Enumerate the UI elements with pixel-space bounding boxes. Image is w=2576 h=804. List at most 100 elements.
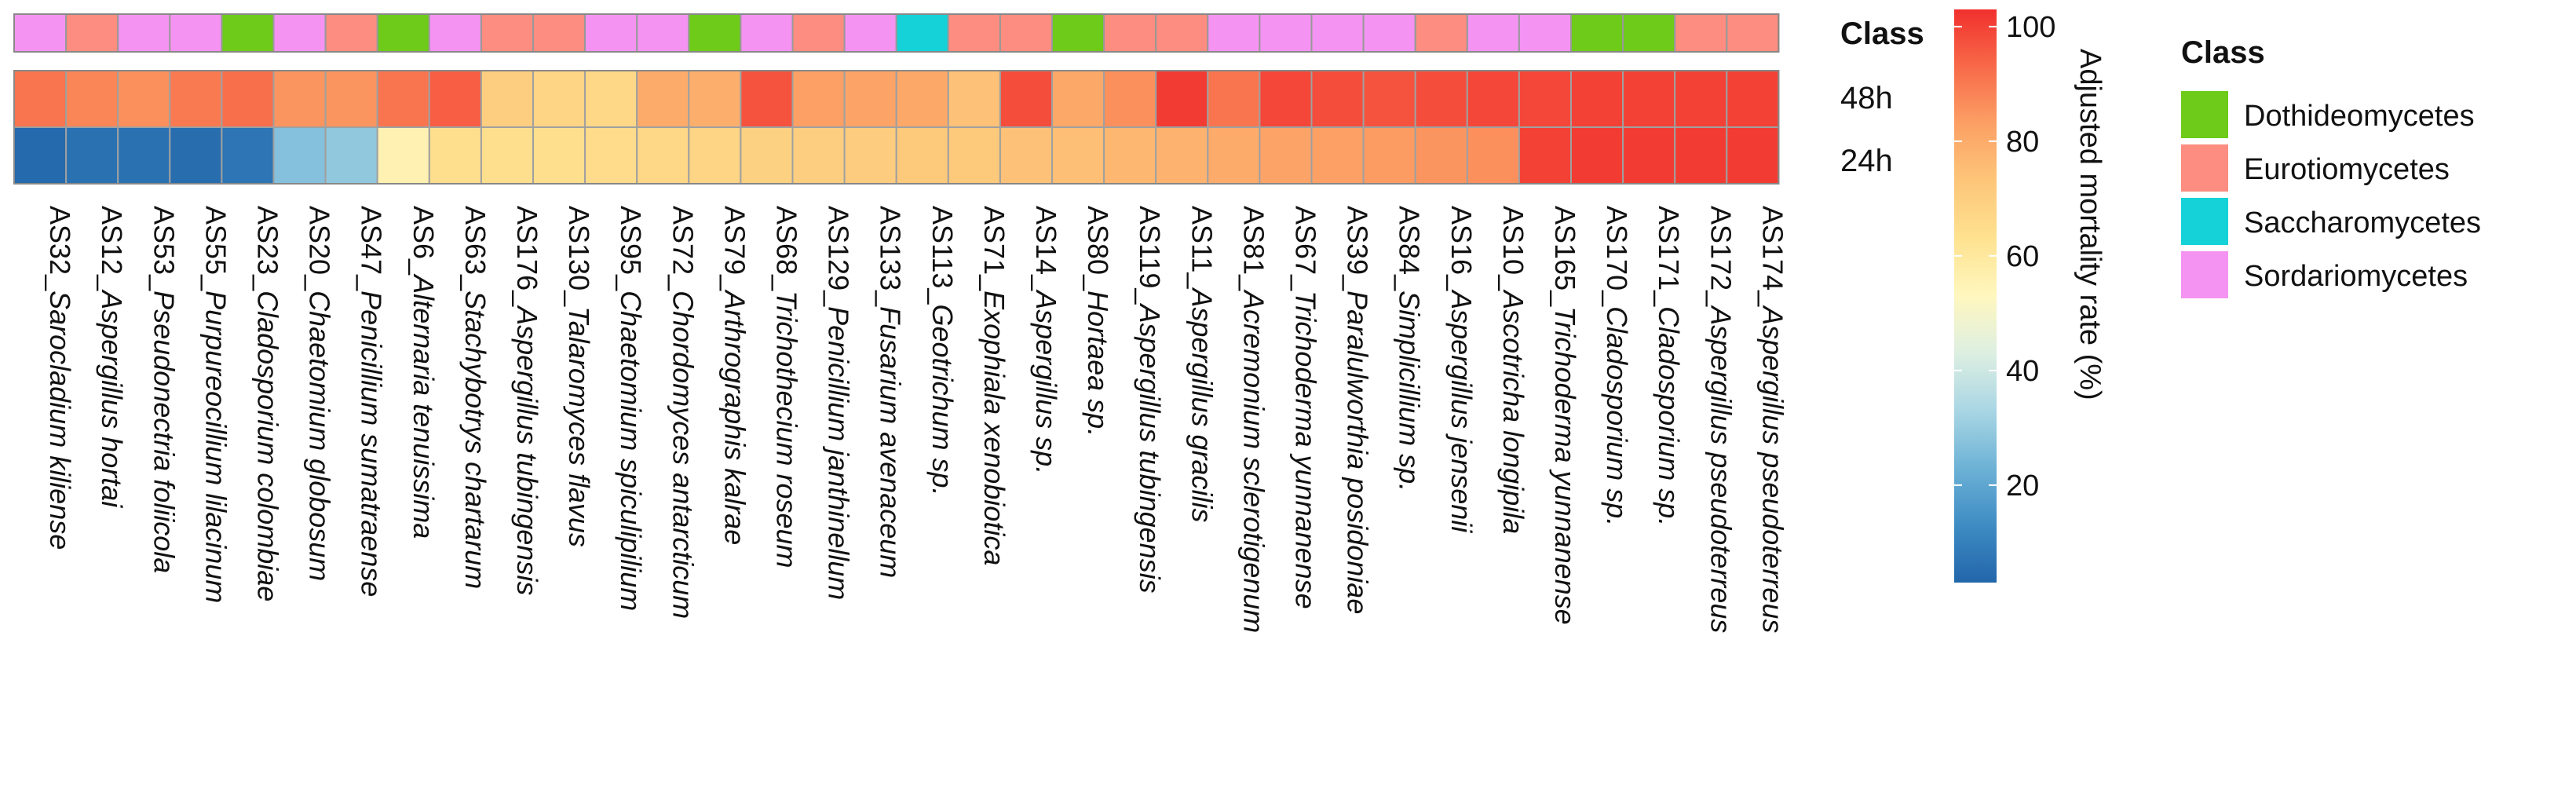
strain-labels: AS32_Sarocladium kiliense AS12_Aspergillu…: [44, 206, 1789, 633]
heat-cell-48h-as16: [1414, 70, 1468, 128]
heat-cell-24h-as80: [1051, 126, 1105, 185]
heat-cell-24h-as63: [428, 126, 482, 185]
class-cell-as174: [1726, 13, 1780, 53]
heat-cell-24h-as119: [1103, 126, 1157, 185]
class-cell-as95: [584, 13, 638, 53]
class-cell-as32: [13, 13, 68, 53]
class-cell-as6: [376, 13, 430, 53]
heat-cell-48h-as11: [1155, 70, 1209, 128]
class-cell-as23: [221, 13, 275, 53]
heat-cell-48h-as55: [169, 70, 223, 128]
heat-cell-24h-as55: [169, 126, 223, 185]
colorbar-tick-label-80: 80: [2006, 126, 2039, 159]
heat-cell-48h-as71: [947, 70, 1001, 128]
legend-title: Class: [2181, 35, 2265, 70]
heat-cell-24h-as84: [1362, 126, 1416, 185]
heat-cell-24h-as170: [1570, 126, 1624, 185]
heat-cell-48h-as113: [895, 70, 949, 128]
class-cell-as68: [740, 13, 794, 53]
heat-cell-48h-as174: [1726, 70, 1780, 128]
heat-cell-24h-as133: [843, 126, 897, 185]
heat-cell-48h-as81: [1207, 70, 1261, 128]
strain-label-as129: AS129_Penicillium janthinellum: [823, 206, 855, 600]
strain-label-as11: AS11_Aspergillus gracilis: [1186, 206, 1218, 523]
colorbar: [1954, 9, 1997, 583]
class-cell-as84: [1362, 13, 1416, 53]
strain-label-as55: AS55_Purpureocillium lilacinum: [199, 206, 232, 603]
strain-label-as81: AS81_Acremonium sclerotigenum: [1237, 206, 1270, 633]
class-cell-as171: [1622, 13, 1676, 53]
heat-cell-48h-as176: [480, 70, 535, 128]
strain-label-as119: AS119_Aspergillus tubingensis: [1134, 206, 1166, 594]
row-label-48h: 48h: [1840, 81, 1893, 115]
class-cell-as165: [1518, 13, 1573, 53]
strain-label-as12: AS12_Aspergillus hortai: [96, 206, 128, 508]
strain-label-as84: AS84_Simplicillium sp.: [1394, 206, 1426, 492]
class-cell-as47: [324, 13, 378, 53]
legend-label-eurotiomycetes: Eurotiomycetes: [2244, 153, 2450, 186]
colorbar-tick-label-60: 60: [2006, 240, 2039, 273]
heat-cell-48h-as32: [13, 70, 68, 128]
class-cell-as20: [272, 13, 327, 53]
strain-label-as95: AS95_Chaetomium spiculipilium: [615, 206, 647, 611]
strain-label-as172: AS172_Aspergillus pseudoterreus: [1705, 206, 1737, 633]
colorbar-tick-label-100: 100: [2006, 11, 2055, 44]
legend-label-sordariomycetes: Sordariomycetes: [2244, 260, 2468, 293]
colorbar-ticks: 20 40 60 80 100: [1954, 11, 2055, 502]
class-cell-as10: [1466, 13, 1520, 53]
heat-cell-24h-as16: [1414, 126, 1468, 185]
row-label-24h: 24h: [1840, 144, 1893, 178]
heat-cell-24h-as68: [740, 126, 794, 185]
strain-label-as80: AS80_Hortaea sp.: [1082, 206, 1114, 437]
strain-label-as165: AS165_Trichoderma yunnanense: [1549, 206, 1581, 625]
class-row-label: Class: [1840, 16, 1924, 51]
strain-label-as130: AS130_Talaromyces flavus: [563, 206, 595, 547]
strain-label-as10: AS10_Ascotricha longipila: [1497, 206, 1529, 534]
class-cell-as72: [636, 13, 690, 53]
heat-cell-48h-as23: [221, 70, 275, 128]
legend-swatch-eurotiomycetes: [2181, 144, 2228, 192]
class-cell-as39: [1310, 13, 1365, 53]
class-cell-as55: [169, 13, 223, 53]
heat-cell-24h-as71: [947, 126, 1001, 185]
heat-cell-48h-as63: [428, 70, 482, 128]
heat-cell-48h-as12: [65, 70, 119, 128]
heat-cell-48h-as39: [1310, 70, 1365, 128]
strain-label-as171: AS171_Cladosporium sp.: [1653, 206, 1685, 526]
class-cell-as113: [895, 13, 949, 53]
heat-cell-48h-as47: [324, 70, 378, 128]
strain-label-as63: AS63_Stachybotrys chartarum: [459, 206, 491, 589]
heatmap-grid: [13, 70, 1780, 185]
strain-label-as47: AS47_Penicillium sumatraense: [356, 206, 388, 597]
heat-cell-24h-as10: [1466, 126, 1520, 185]
colorbar-title: Adjusted mortality rate (%): [2074, 49, 2106, 400]
heat-cell-24h-as130: [532, 126, 586, 185]
legend-label-dothideomycetes: Dothideomycetes: [2244, 100, 2475, 133]
heat-cell-24h-as23: [221, 126, 275, 185]
heat-cell-48h-as6: [376, 70, 430, 128]
heat-cell-24h-as11: [1155, 126, 1209, 185]
strain-label-as32: AS32_Sarocladium kiliense: [44, 206, 76, 550]
heat-cell-48h-as14: [999, 70, 1054, 128]
class-cell-as176: [480, 13, 535, 53]
heat-cell-48h-as10: [1466, 70, 1520, 128]
class-cell-as16: [1414, 13, 1468, 53]
heat-cell-48h-as133: [843, 70, 897, 128]
heatmap-border: [13, 70, 1780, 185]
strain-label-as14: AS14_Aspergillus sp.: [1030, 206, 1062, 474]
class-cell-as67: [1259, 13, 1313, 53]
class-cell-as119: [1103, 13, 1157, 53]
heat-cell-48h-as130: [532, 70, 586, 128]
legend-swatch-saccharomycetes: [2181, 198, 2228, 245]
class-cell-as130: [532, 13, 586, 53]
heat-cell-24h-as174: [1726, 126, 1780, 185]
strain-label-as68: AS68_Trichothecium roseum: [770, 206, 802, 568]
heat-cell-48h-as20: [272, 70, 327, 128]
strain-label-as133: AS133_Fusarium avenaceum: [875, 206, 907, 578]
heat-cell-24h-as14: [999, 126, 1054, 185]
strain-label-as72: AS72_Chordomyces antarcticum: [667, 206, 699, 619]
class-cell-as11: [1155, 13, 1209, 53]
heat-cell-24h-as176: [480, 126, 535, 185]
heat-cell-48h-as80: [1051, 70, 1105, 128]
